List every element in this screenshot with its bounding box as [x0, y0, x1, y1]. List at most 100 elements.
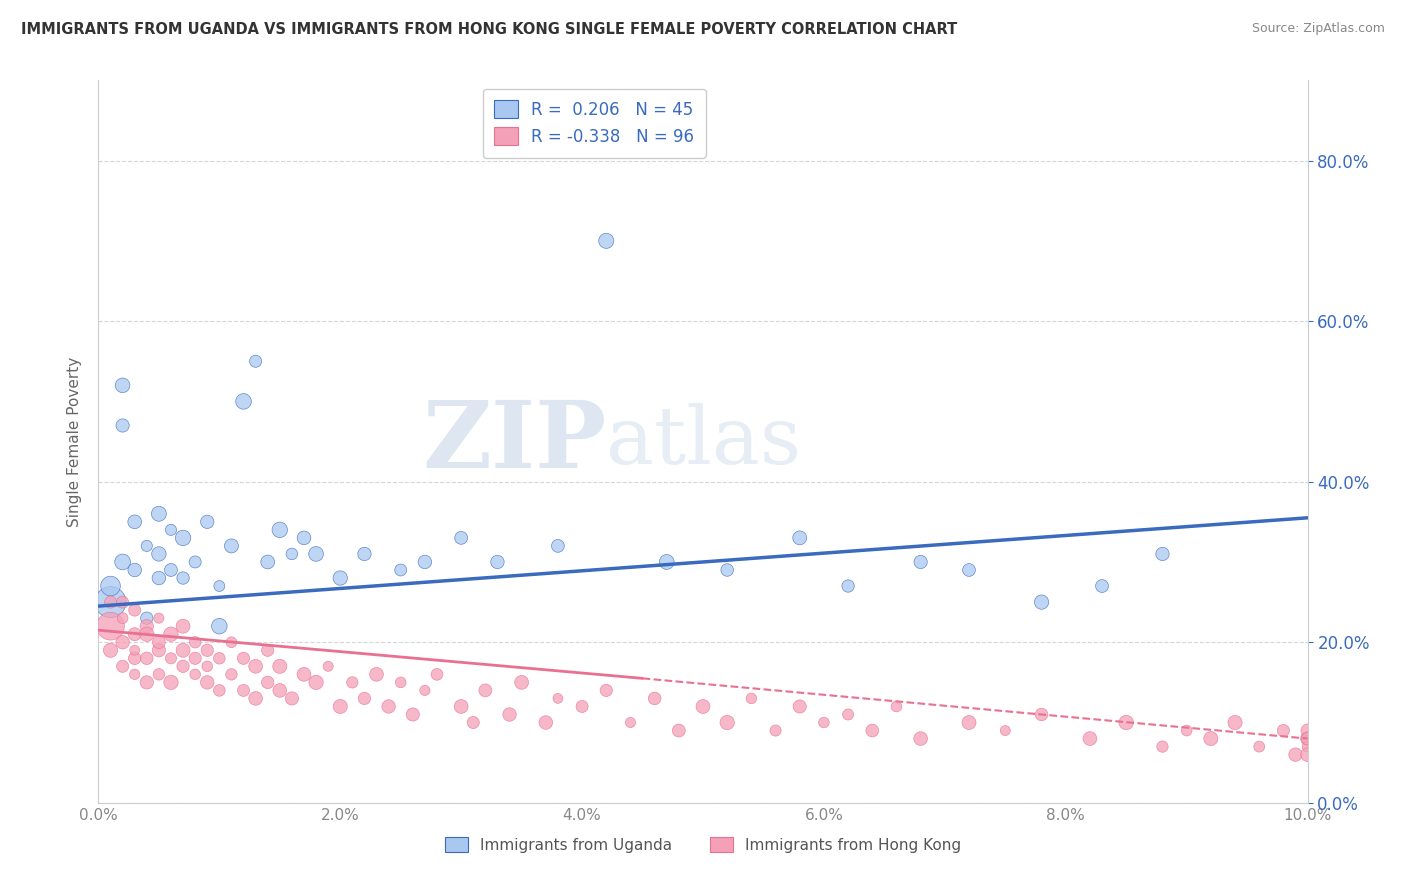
Point	[245, 659, 267, 673]
Point	[1031, 595, 1053, 609]
Point	[135, 611, 157, 625]
Point	[148, 547, 170, 561]
Point	[256, 555, 278, 569]
Point	[571, 699, 593, 714]
Point	[413, 683, 436, 698]
Point	[413, 555, 436, 569]
Point	[1078, 731, 1101, 746]
Point	[1296, 747, 1319, 762]
Point	[256, 643, 278, 657]
Point	[366, 667, 388, 681]
Point	[184, 635, 207, 649]
Point	[1031, 707, 1053, 722]
Point	[910, 555, 932, 569]
Point	[655, 555, 678, 569]
Point	[910, 731, 932, 746]
Point	[148, 635, 170, 649]
Point	[994, 723, 1017, 738]
Point	[886, 699, 908, 714]
Point	[1296, 723, 1319, 738]
Point	[305, 675, 328, 690]
Point	[111, 611, 134, 625]
Point	[232, 394, 254, 409]
Point	[135, 651, 157, 665]
Point	[463, 715, 485, 730]
Point	[329, 571, 352, 585]
Legend: Immigrants from Uganda, Immigrants from Hong Kong: Immigrants from Uganda, Immigrants from …	[437, 830, 969, 860]
Point	[148, 571, 170, 585]
Point	[208, 683, 231, 698]
Point	[195, 659, 218, 673]
Point	[486, 555, 509, 569]
Point	[124, 667, 146, 681]
Point	[426, 667, 449, 681]
Point	[256, 675, 278, 690]
Point	[184, 651, 207, 665]
Point	[148, 667, 170, 681]
Point	[716, 715, 738, 730]
Point	[765, 723, 787, 738]
Point	[547, 691, 569, 706]
Point	[160, 563, 183, 577]
Point	[740, 691, 762, 706]
Point	[208, 651, 231, 665]
Point	[160, 675, 183, 690]
Point	[281, 691, 304, 706]
Point	[474, 683, 496, 698]
Point	[342, 675, 364, 690]
Point	[184, 555, 207, 569]
Point	[316, 659, 339, 673]
Point	[111, 635, 134, 649]
Point	[281, 547, 304, 561]
Point	[837, 579, 859, 593]
Point	[389, 675, 412, 690]
Point	[124, 603, 146, 617]
Point	[124, 627, 146, 641]
Point	[232, 683, 254, 698]
Point	[172, 619, 194, 633]
Point	[160, 627, 183, 641]
Point	[269, 683, 291, 698]
Point	[595, 234, 617, 248]
Point	[1296, 739, 1319, 754]
Point	[957, 715, 980, 730]
Point	[124, 651, 146, 665]
Point	[1284, 747, 1306, 762]
Point	[232, 651, 254, 665]
Point	[1249, 739, 1271, 754]
Text: Source: ZipAtlas.com: Source: ZipAtlas.com	[1251, 22, 1385, 36]
Point	[292, 667, 315, 681]
Point	[450, 699, 472, 714]
Point	[221, 635, 243, 649]
Point	[111, 659, 134, 673]
Point	[148, 507, 170, 521]
Point	[124, 563, 146, 577]
Point	[329, 699, 352, 714]
Point	[172, 659, 194, 673]
Point	[100, 619, 122, 633]
Point	[1152, 547, 1174, 561]
Point	[269, 523, 291, 537]
Point	[148, 643, 170, 657]
Point	[402, 707, 425, 722]
Point	[498, 707, 520, 722]
Point	[208, 619, 231, 633]
Point	[160, 523, 183, 537]
Point	[195, 675, 218, 690]
Point	[534, 715, 557, 730]
Point	[510, 675, 533, 690]
Point	[135, 675, 157, 690]
Point	[111, 595, 134, 609]
Point	[100, 595, 122, 609]
Point	[644, 691, 666, 706]
Point	[957, 563, 980, 577]
Point	[1199, 731, 1222, 746]
Point	[837, 707, 859, 722]
Point	[148, 611, 170, 625]
Point	[1175, 723, 1198, 738]
Point	[547, 539, 569, 553]
Point	[172, 531, 194, 545]
Point	[1296, 731, 1319, 746]
Point	[377, 699, 399, 714]
Point	[195, 515, 218, 529]
